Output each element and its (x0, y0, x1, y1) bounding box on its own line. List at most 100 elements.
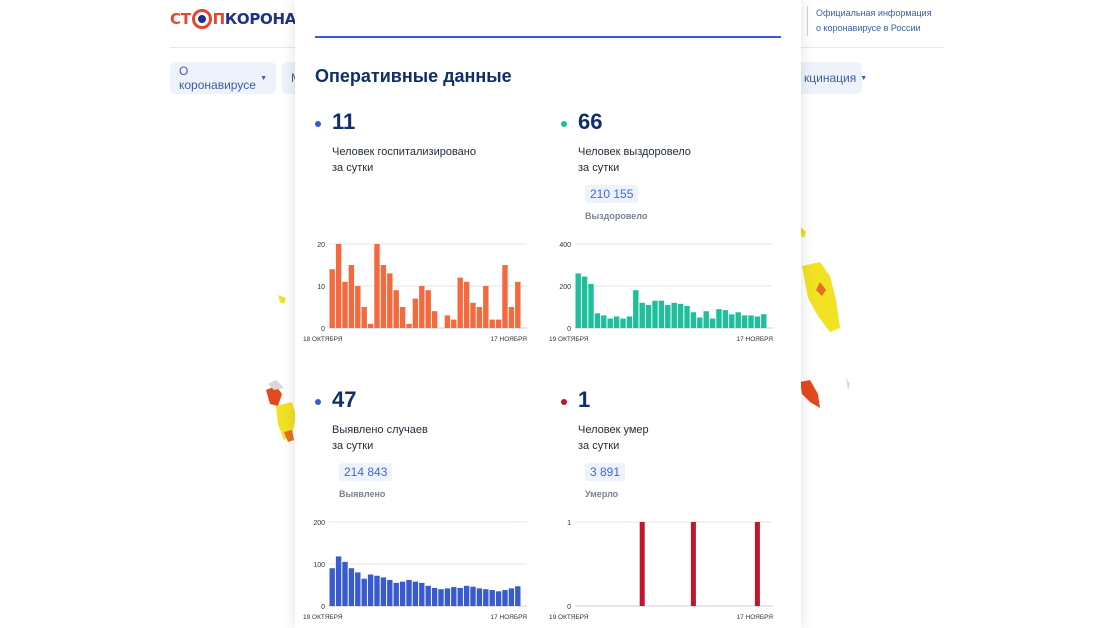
site-logo[interactable]: СТ П КОРОНАВ (170, 9, 307, 29)
chart-x-label-start: 19 ОКТЯБРЯ (549, 614, 589, 621)
stat-dot-red (561, 399, 567, 405)
operational-data-card: Оперативные данные 11 Человек госпитализ… (295, 0, 801, 628)
chart-bar (515, 281, 521, 328)
chart-bar (483, 286, 489, 328)
chart-bar (419, 286, 425, 328)
chart-y-tick: 0 (321, 326, 325, 333)
chart-bar (620, 318, 626, 328)
chart-bar (444, 315, 451, 328)
stat-total-label: Умерло (585, 489, 619, 499)
chart-bar (658, 300, 665, 328)
chart-bar (495, 319, 502, 328)
chart-bar (690, 522, 696, 606)
chart-bar (393, 290, 399, 328)
russia-map-fragment (266, 226, 850, 442)
stat-description: Человек умер за сутки (578, 422, 778, 454)
chart-died: 1 0 19 ОКТЯБРЯ 17 НОЯБРЯ (549, 516, 781, 626)
chart-bar (575, 273, 581, 328)
chart-bar (476, 307, 483, 328)
chart-bar (457, 277, 463, 328)
chart-bar (406, 323, 412, 328)
chart-bar (393, 582, 399, 606)
chart-y-tick: 1 (567, 520, 571, 527)
chart-y-tick: 0 (567, 604, 571, 611)
chart-bar (489, 319, 495, 328)
chart-bar (399, 581, 406, 606)
chart-bar (601, 315, 607, 328)
stat-desc-line-2: за сутки (578, 162, 620, 174)
chart-bar (495, 591, 502, 606)
stat-dot-green (561, 121, 567, 127)
stat-desc-line-1: Выявлено случаев (332, 424, 428, 436)
chart-bar (515, 586, 521, 606)
chart-bar (355, 572, 361, 606)
chart-bar (380, 577, 387, 606)
chart-x-label-start: 19 ОКТЯБРЯ (303, 614, 343, 621)
stat-description: Человек госпитализировано за сутки (332, 144, 532, 176)
chart-bar (729, 314, 735, 328)
stat-description: Выявлено случаев за сутки (332, 422, 532, 454)
nav-about-label: О коронавирусе (179, 64, 256, 92)
stat-total: 3 891 (585, 463, 626, 481)
stat-number: 47 (332, 387, 357, 412)
chart-bar (489, 590, 495, 606)
chart-bar (581, 276, 588, 328)
chart-bar (645, 304, 652, 328)
official-line-1: Официальная информация (816, 8, 932, 18)
chart-x-label-start: 19 ОКТЯБРЯ (549, 336, 589, 343)
chart-bar (457, 587, 463, 606)
chart-bar (502, 265, 508, 328)
chart-bar (735, 312, 741, 328)
stat-dot-blue (315, 399, 321, 405)
nav-about-coronavirus[interactable]: О коронавирусе ▼ (170, 62, 276, 94)
chart-bar (355, 286, 361, 328)
chart-bar (451, 319, 457, 328)
chart-bar (652, 300, 658, 328)
chart-bar (348, 568, 355, 606)
chart-died-svg: 1 0 19 ОКТЯБРЯ 17 НОЯБРЯ (549, 520, 773, 621)
chart-bar (431, 311, 438, 328)
virus-icon (191, 9, 212, 29)
chart-bar (741, 315, 748, 328)
chart-bar (761, 314, 767, 328)
stat-desc-line-2: за сутки (332, 440, 374, 452)
chart-bar (399, 307, 406, 328)
chart-detected: 200 100 0 19 ОКТЯБРЯ 17 НОЯБРЯ (303, 516, 535, 626)
chart-x-label-end: 17 НОЯБРЯ (737, 336, 774, 343)
nav-vaccination[interactable]: кцинация ▼ (795, 62, 867, 94)
stat-desc-line-1: Человек госпитализировано (332, 146, 476, 158)
chart-bar (748, 315, 754, 328)
chart-bar (607, 318, 613, 328)
chart-bar (716, 309, 722, 328)
chart-bar (342, 281, 348, 328)
chart-bar (431, 587, 438, 606)
chart-bar (722, 310, 729, 328)
chart-bar (709, 318, 716, 328)
chart-bar (425, 585, 431, 606)
chart-bar (451, 587, 457, 606)
chart-bar (754, 316, 761, 328)
official-line-2: о коронавирусе в России (816, 23, 921, 33)
chart-bar (594, 313, 601, 328)
chart-bar (754, 522, 760, 606)
stat-number: 66 (578, 109, 603, 134)
chart-bar (639, 522, 645, 606)
chart-bar (470, 302, 476, 328)
chart-bar (425, 290, 431, 328)
stat-desc-line-1: Человек умер (578, 424, 649, 436)
chart-bar (690, 312, 697, 328)
stat-number: 11 (332, 109, 356, 134)
official-info: Официальная информация о коронавирусе в … (807, 6, 947, 36)
nav-vaccination-label: кцинация (804, 71, 857, 85)
chart-bar (502, 590, 508, 606)
chart-y-tick: 400 (559, 242, 571, 249)
chart-bar (470, 586, 476, 606)
chart-bar (677, 303, 684, 328)
chart-y-tick: 200 (313, 520, 325, 527)
stat-desc-line-2: за сутки (332, 162, 374, 174)
chart-bar (419, 582, 425, 606)
card-top-divider (315, 36, 781, 38)
logo-text-part2: П (212, 10, 226, 28)
chart-x-label-end: 17 НОЯБРЯ (491, 614, 528, 621)
